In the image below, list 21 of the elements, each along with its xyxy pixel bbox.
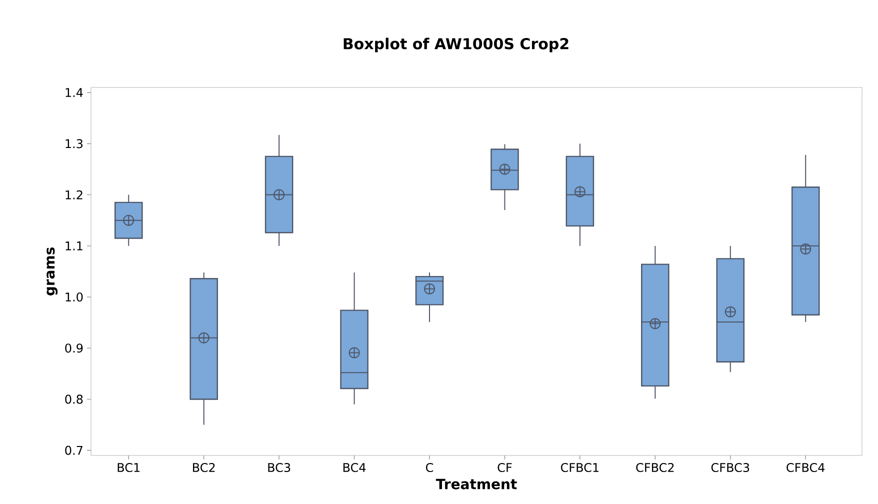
y-tick-label: 0.7 [65, 446, 82, 455]
x-tick-label: CFBC4 [786, 462, 825, 472]
y-tick-label: 1.1 [66, 242, 82, 250]
y-tick-label: 0.8 [65, 394, 83, 404]
x-tick-label: CFBC3 [711, 462, 750, 472]
y-tick-label: 1.0 [66, 292, 83, 302]
x-tick-label: BC2 [193, 462, 215, 472]
x-tick-label: CFBC2 [636, 462, 674, 472]
y-tick-label: 0.9 [65, 344, 83, 353]
chart-title: Boxplot of AW1000S Crop2 [344, 38, 568, 52]
x-tick-label: C [426, 462, 434, 472]
y-tick-label: 1.4 [66, 88, 83, 97]
y-axis-title: grams [46, 247, 58, 296]
x-tick-label: CFBC1 [560, 462, 598, 472]
y-tick-label: 1.2 [66, 190, 82, 200]
x-tick-label: BC4 [343, 462, 366, 472]
x-tick-label: CF [498, 462, 512, 472]
x-tick-label: BC3 [268, 462, 290, 472]
x-axis-title: Treatment [436, 478, 517, 490]
x-tick-label: BC1 [118, 462, 140, 472]
y-tick-label: 1.3 [66, 139, 83, 148]
